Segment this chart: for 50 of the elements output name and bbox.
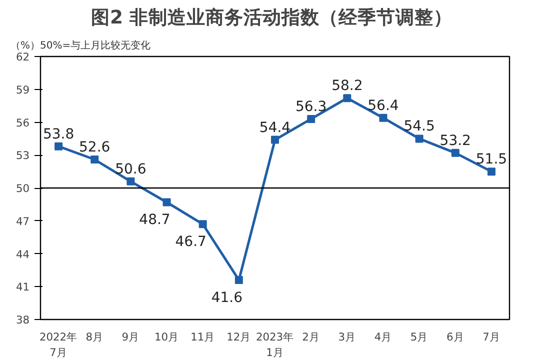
x-tick-label: 5月	[410, 330, 428, 344]
y-axis-title: （%）50%=与上月比较无变化	[10, 40, 151, 52]
y-tick-label: 38	[16, 314, 30, 326]
data-label: 46.7	[175, 234, 206, 250]
point	[90, 156, 99, 164]
point	[307, 114, 316, 123]
data-label: 56.3	[295, 98, 327, 115]
y-tick-label: 56	[16, 116, 30, 130]
point	[379, 114, 388, 122]
y-tick-label: 62	[16, 50, 30, 64]
data-label: 53.2	[440, 132, 471, 149]
x-tick-label: 2022年 7月	[39, 330, 78, 360]
point	[54, 142, 63, 150]
x-tick-label: 6月	[446, 330, 464, 344]
point	[198, 220, 207, 228]
x-tick-label: 2023年 1月	[256, 330, 294, 360]
x-tick-label: 2月	[302, 330, 320, 344]
data-label: 58.2	[332, 78, 363, 94]
data-label: 48.7	[139, 212, 170, 228]
y-tick-label: 41	[16, 280, 30, 294]
y-tick-label: 47	[16, 214, 30, 228]
point	[343, 94, 352, 102]
x-tick-label: 11月	[190, 330, 216, 344]
x-tick-label: 12月	[226, 330, 252, 344]
data-label: 54.5	[404, 118, 435, 135]
data-label: 41.6	[211, 290, 243, 306]
chart-title: 图2 非制造业商务活动指数（经季节调整）	[91, 6, 452, 28]
y-tick-label: 53	[16, 149, 30, 162]
y-tick-label: 59	[16, 83, 30, 96]
point	[487, 168, 496, 176]
x-tick-label: 10月	[154, 330, 180, 344]
data-label: 50.6	[115, 161, 146, 178]
data-label: 56.4	[368, 98, 399, 114]
point	[451, 148, 460, 157]
point	[234, 276, 243, 284]
point	[126, 177, 135, 186]
data-label: 51.5	[476, 152, 508, 168]
data-label: 52.6	[79, 140, 110, 156]
data-label: 54.4	[259, 120, 291, 136]
x-tick-label: 8月	[86, 330, 104, 344]
point	[415, 134, 424, 143]
x-tick-label: 9月	[122, 330, 140, 344]
point	[271, 136, 279, 144]
x-tick-label: 4月	[374, 330, 392, 344]
data-label: 53.8	[42, 126, 74, 142]
y-tick-label: 50	[16, 182, 30, 195]
point	[162, 198, 171, 206]
x-tick-label: 3月	[338, 330, 356, 344]
x-tick-label: 7月	[482, 330, 500, 344]
y-tick-label: 44	[16, 248, 30, 261]
